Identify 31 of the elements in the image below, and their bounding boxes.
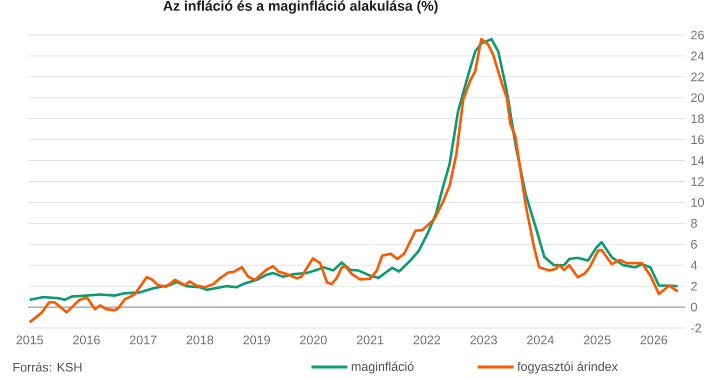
y-tick-label: 10: [691, 198, 704, 207]
x-tick-label: 2023: [470, 336, 497, 344]
y-tick-label: 12: [691, 177, 704, 186]
legend-label: fogyasztói árindex: [517, 362, 618, 374]
y-tick-label: 22: [691, 72, 704, 82]
x-tick-label: 2019: [243, 336, 270, 344]
x-tick-label: 2025: [584, 336, 610, 344]
x-tick-label: 2018: [186, 336, 214, 344]
y-tick-label: 18: [691, 114, 704, 124]
y-tick-label: 20: [691, 93, 704, 102]
y-tick-label: 2: [691, 282, 697, 291]
x-tick-label: 2026: [640, 336, 668, 344]
y-tick-label: -2: [691, 324, 702, 332]
text: Forrás: KSH: [14, 362, 82, 372]
y-tick-label: 8: [691, 218, 697, 228]
y-tick-label: 24: [691, 52, 704, 60]
y-tick-label: 26: [691, 30, 704, 40]
chart-title: Az infláció és a maginfláció alakulása (%): [163, 0, 438, 14]
x-tick-label: 2024: [527, 336, 554, 344]
x-tick-label: 2021: [356, 336, 384, 344]
x-tick-label: 2020: [300, 336, 327, 344]
x-tick-label: 2015: [16, 336, 44, 344]
y-tick-label: 0: [691, 302, 697, 312]
y-tick-label: 14: [691, 156, 704, 165]
y-tick-label: 16: [691, 135, 704, 144]
x-tick-label: 2022: [414, 336, 440, 344]
y-tick-label: 4: [690, 260, 698, 270]
x-tick-label: 2016: [73, 336, 100, 344]
legend-label: maginfláció: [352, 362, 414, 374]
y-tick-label: 6: [691, 240, 697, 249]
x-tick-label: 2017: [130, 336, 156, 344]
